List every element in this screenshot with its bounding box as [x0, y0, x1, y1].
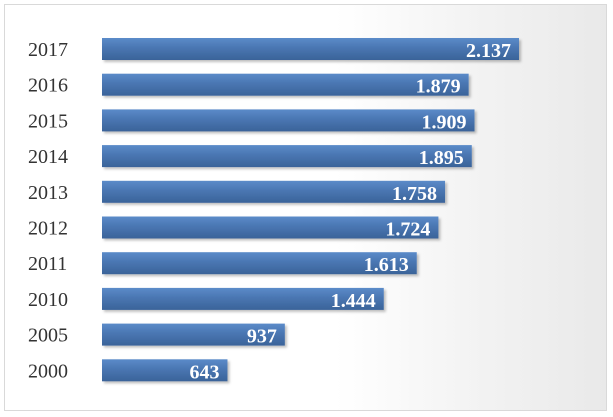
- bar-2000: [102, 359, 228, 382]
- bar-2010: [102, 287, 384, 310]
- value-label-2015: 1.909: [422, 111, 467, 133]
- bar-2005: [102, 323, 285, 346]
- bar-2013: [102, 180, 446, 203]
- value-label-2011: 1.613: [364, 254, 409, 276]
- bar-2017: [102, 38, 519, 60]
- category-label-2011: 2011: [28, 253, 67, 275]
- bar-2012: [102, 216, 439, 239]
- labels-layer: 2017 2.137 2016 1.879 2015 1.909 2014 1.895 2013…: [28, 39, 511, 383]
- value-label-2014: 1.895: [419, 147, 464, 169]
- category-label-2012: 2012: [28, 218, 68, 240]
- category-label-2010: 2010: [28, 289, 68, 311]
- bar-2014: [102, 145, 472, 168]
- bars-layer: [102, 38, 519, 382]
- bar-2016: [102, 73, 469, 96]
- value-label-2012: 1.724: [385, 219, 430, 241]
- bar-chart: 2017 2.137 2016 1.879 2015 1.909 2014 1.895 2013…: [28, 38, 519, 383]
- bar-2015: [102, 109, 475, 132]
- category-label-2016: 2016: [28, 75, 68, 97]
- value-label-2010: 1.444: [331, 290, 376, 312]
- chart-frame: 2017 2.137 2016 1.879 2015 1.909 2014 1.895 2013…: [4, 4, 607, 411]
- value-label-2016: 1.879: [416, 76, 461, 98]
- category-label-2005: 2005: [28, 325, 68, 347]
- category-label-2014: 2014: [28, 146, 68, 168]
- category-label-2015: 2015: [28, 110, 68, 132]
- bar-2011: [102, 252, 417, 275]
- category-label-2000: 2000: [28, 360, 68, 382]
- value-label-2017: 2.137: [466, 40, 511, 62]
- category-label-2013: 2013: [28, 182, 68, 204]
- value-label-2005: 937: [247, 326, 277, 348]
- category-label-2017: 2017: [28, 39, 68, 61]
- value-label-2013: 1.758: [392, 183, 437, 205]
- value-label-2000: 643: [189, 361, 219, 383]
